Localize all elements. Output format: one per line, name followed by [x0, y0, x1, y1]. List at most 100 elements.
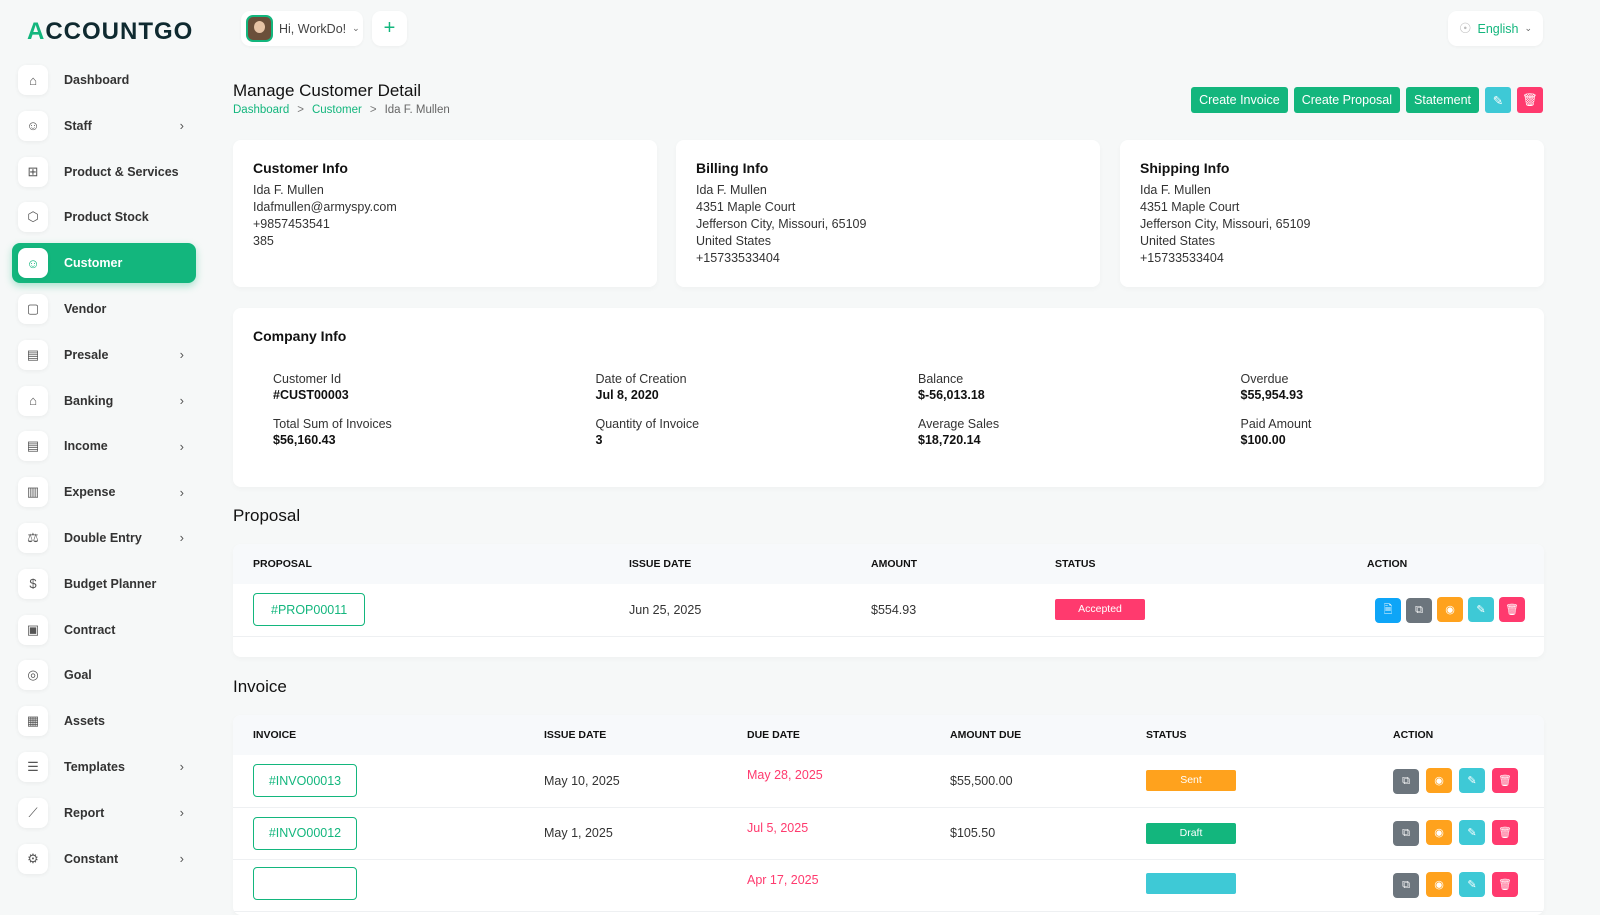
breadcrumb-dashboard[interactable]: Dashboard: [233, 104, 290, 116]
sidebar-item-presale[interactable]: ▤ Presale ›: [12, 335, 196, 375]
box-icon: ⬡: [18, 202, 48, 233]
sidebar-item-label: Staff: [64, 118, 92, 133]
sidebar-item-double-entry[interactable]: ⚖ Double Entry ›: [12, 518, 196, 558]
breadcrumb-customer[interactable]: Customer: [311, 104, 362, 116]
statement-button[interactable]: Statement: [1406, 87, 1479, 113]
pencil-icon: ✎: [1467, 827, 1477, 839]
view-button[interactable]: ◉: [1426, 820, 1452, 845]
info-line: 4351 Maple Court: [1140, 200, 1240, 214]
delete-button[interactable]: 🗑: [1517, 87, 1543, 113]
delete-button[interactable]: 🗑: [1492, 767, 1518, 793]
sidebar-item-product-services[interactable]: ⊞ Product & Services: [12, 152, 196, 192]
logo[interactable]: ACCOUNTGO: [27, 18, 194, 45]
sidebar-item-vendor[interactable]: ▢ Vendor: [12, 289, 196, 329]
view-button[interactable]: ◉: [1426, 767, 1452, 793]
duplicate-button[interactable]: ⧉: [1406, 597, 1432, 623]
info-line: +15733533404: [1140, 251, 1224, 265]
field-label: Overdue: [1240, 372, 1289, 386]
sidebar-item-label: Constant: [64, 851, 119, 866]
view-button[interactable]: ◉: [1437, 596, 1463, 622]
language-selector[interactable]: ☉ English ⌄: [1448, 11, 1543, 46]
sidebar-item-label: Presale: [64, 347, 109, 362]
proposal-heading: Proposal: [233, 506, 301, 525]
sidebar-item-constant[interactable]: ⚙ Constant ›: [12, 839, 196, 879]
card-title: Customer Info: [253, 160, 348, 176]
duplicate-button[interactable]: ⧉: [1393, 821, 1419, 846]
field-label: Balance: [918, 372, 964, 386]
view-button[interactable]: ◉: [1426, 872, 1452, 897]
issue-date: May 1, 2025: [524, 807, 727, 860]
field-label: Quantity of Invoice: [595, 417, 700, 431]
user-menu[interactable]: Hi, WorkDo! ⌄: [241, 11, 363, 46]
chevron-down-icon: ⌄: [352, 23, 360, 33]
sidebar-item-label: Dashboard: [64, 73, 130, 87]
sidebar-item-contract[interactable]: ▣ Contract: [12, 610, 196, 650]
field-value: $56,160.43: [273, 433, 336, 447]
eye-icon: ◉: [1434, 774, 1444, 787]
column-header: DUE DATE: [727, 715, 930, 755]
chevron-right-icon: ›: [179, 347, 184, 363]
duplicate-button[interactable]: ⧉: [1393, 768, 1419, 794]
sidebar-item-product-stock[interactable]: ⬡ Product Stock: [12, 197, 196, 237]
company-field: Customer Id #CUST00003: [273, 371, 349, 403]
sidebar: ACCOUNTGO ⌂ Dashboard ☺ Staff › ⊞ Product & Se…: [0, 0, 210, 900]
proposal-table: PROPOSAL ISSUE DATE AMOUNT STATUS ACTION…: [233, 544, 1544, 637]
status-badge: [1146, 873, 1236, 894]
sidebar-item-dashboard[interactable]: ⌂ Dashboard: [12, 60, 196, 100]
add-button[interactable]: +: [372, 11, 407, 46]
sidebar-item-label: Income: [64, 439, 108, 454]
create-proposal-button[interactable]: Create Proposal: [1293, 87, 1401, 113]
invoice-id-link[interactable]: [253, 867, 357, 900]
invoice-id-link[interactable]: #INVO00012: [253, 816, 357, 850]
home-icon: ⌂: [18, 65, 48, 95]
scale-icon: ⚖: [18, 522, 48, 553]
column-header: ACTION: [1347, 544, 1544, 584]
info-line: Ida F. Mullen: [253, 183, 324, 197]
sidebar-item-income[interactable]: ▤ Income ›: [12, 426, 196, 466]
company-field: Total Sum of Invoices $56,160.43: [273, 416, 392, 448]
amount-due: [930, 859, 1126, 912]
file-lock-icon: ▤: [18, 339, 48, 370]
invoice-id-link[interactable]: #INVO00013: [253, 764, 357, 798]
sidebar-item-label: Banking: [64, 393, 114, 408]
delete-button[interactable]: 🗑: [1492, 872, 1518, 897]
receipt-icon: ▥: [18, 477, 48, 508]
edit-button[interactable]: ✎: [1468, 596, 1494, 622]
edit-button[interactable]: ✎: [1459, 820, 1485, 845]
proposal-id-link[interactable]: #PROP00011: [253, 593, 366, 627]
sidebar-item-label: Contract: [64, 622, 116, 637]
edit-button[interactable]: ✎: [1459, 767, 1485, 793]
field-label: Date of Creation: [595, 372, 687, 386]
sidebar-item-goal[interactable]: ◎ Goal: [12, 655, 196, 695]
eye-icon: ◉: [1445, 603, 1455, 616]
create-invoice-button[interactable]: Create Invoice: [1191, 87, 1288, 113]
delete-button[interactable]: 🗑: [1499, 596, 1525, 622]
edit-button[interactable]: ✎: [1485, 87, 1511, 113]
template-icon: ☰: [18, 751, 48, 782]
sidebar-item-label: Report: [64, 805, 105, 820]
sidebar-item-report[interactable]: ⟋ Report ›: [12, 793, 196, 833]
field-value: 3: [595, 433, 603, 447]
sidebar-item-staff[interactable]: ☺ Staff ›: [12, 106, 196, 146]
globe-icon: ☉: [1458, 20, 1472, 36]
sidebar-item-templates[interactable]: ☰ Templates ›: [12, 747, 196, 787]
info-line: Ida F. Mullen: [696, 183, 767, 197]
sidebar-item-banking[interactable]: ⌂ Banking ›: [12, 381, 196, 421]
breadcrumb-separator: >: [369, 104, 377, 116]
sidebar-item-expense[interactable]: ▥ Expense ›: [12, 472, 196, 512]
delete-button[interactable]: 🗑: [1492, 820, 1518, 845]
edit-button[interactable]: ✎: [1459, 872, 1485, 897]
field-value: $-56,013.18: [918, 388, 985, 402]
sidebar-item-assets[interactable]: ▦ Assets: [12, 701, 196, 741]
company-field: Balance $-56,013.18: [918, 371, 985, 403]
company-info-card: Company Info Customer Id #CUST00003 Date o…: [233, 308, 1544, 487]
status-badge: Accepted: [1055, 599, 1145, 621]
trash-icon: 🗑: [1498, 879, 1512, 891]
sidebar-item-budget-planner[interactable]: $ Budget Planner: [12, 564, 196, 604]
sidebar-item-customer[interactable]: ☺ Customer: [12, 243, 196, 284]
sidebar-item-label: Assets: [64, 714, 105, 729]
duplicate-button[interactable]: ⧉: [1393, 873, 1419, 898]
convert-button[interactable]: 🗎: [1375, 597, 1401, 623]
trash-icon: 🗑: [1498, 827, 1512, 839]
language-label: English: [1477, 21, 1519, 36]
